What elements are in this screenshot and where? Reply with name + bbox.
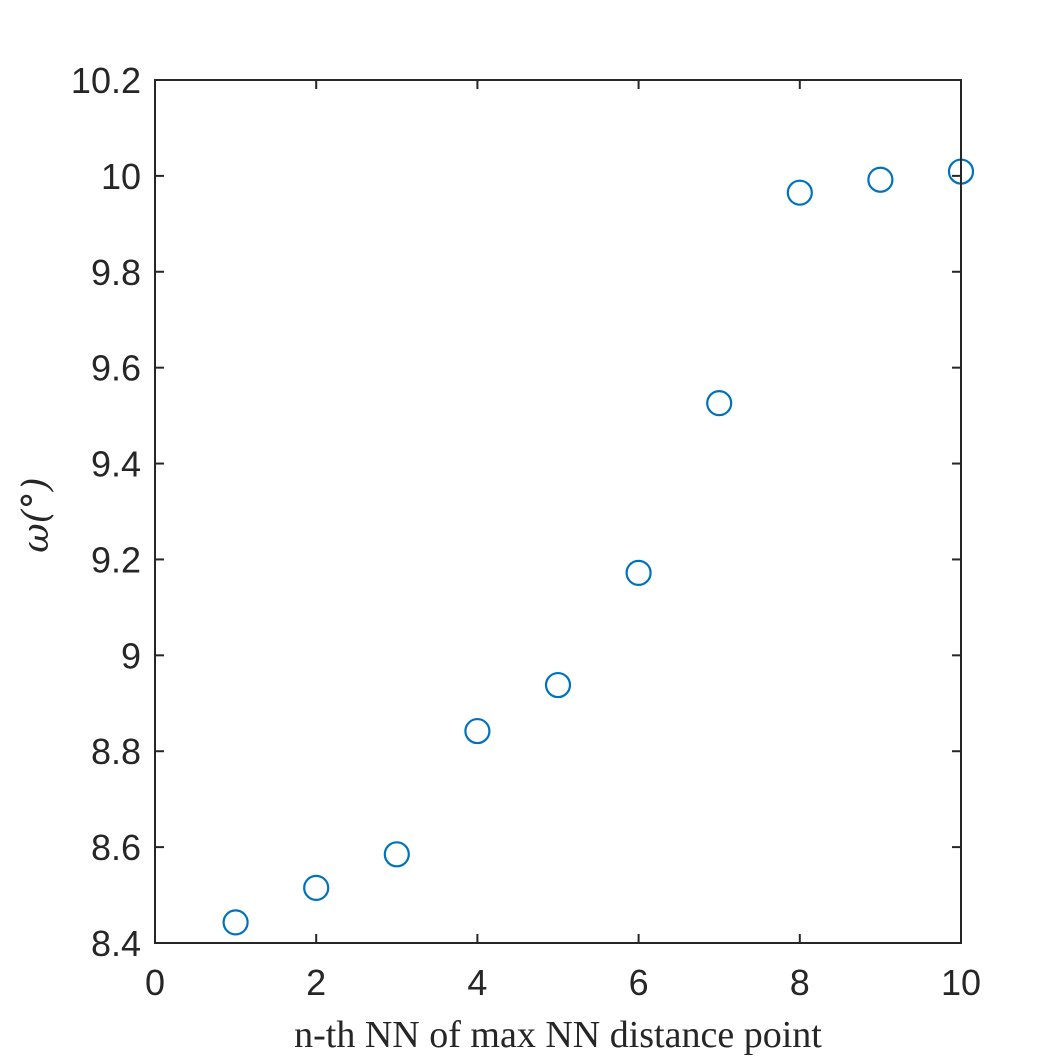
- x-tick-label: 4: [467, 962, 487, 1003]
- x-tick-label: 6: [629, 962, 649, 1003]
- ticks-layer: 0 2 4 6 8 10 8.4 8.6 8.8 9 9.2 9.4 9.6 9.8 10 10.2: [71, 60, 981, 1003]
- x-axis-label: n-th NN of max NN distance point: [294, 1014, 822, 1056]
- points-layer: [222, 158, 975, 936]
- y-tick-label: 9.4: [91, 444, 141, 485]
- x-tick-label: 2: [306, 962, 326, 1003]
- y-tick-label: 8.6: [91, 827, 141, 868]
- data-point: [867, 166, 894, 193]
- data-point: [303, 874, 330, 901]
- x-tick-label: 0: [145, 962, 165, 1003]
- data-point: [544, 671, 572, 699]
- plot-frame: [154, 79, 962, 944]
- y-tick-label: 10: [101, 156, 141, 197]
- x-tick-label: 8: [790, 962, 810, 1003]
- y-axis-label: ω(°): [16, 477, 57, 552]
- data-point: [464, 717, 491, 745]
- x-tick-label: 10: [941, 962, 981, 1003]
- y-tick-label: 10.2: [71, 60, 141, 101]
- data-point: [383, 841, 410, 868]
- data-point: [222, 909, 249, 936]
- y-tick-label: 9.6: [91, 348, 141, 389]
- y-tick-label: 9.8: [91, 252, 141, 293]
- y-tick-label: 8.8: [91, 731, 141, 772]
- y-tick-label: 8.4: [91, 923, 141, 964]
- data-point: [786, 179, 813, 206]
- data-point: [706, 390, 733, 417]
- y-tick-label: 9.2: [91, 539, 141, 580]
- y-tick-label: 9: [121, 635, 141, 676]
- plot-background: [155, 80, 961, 943]
- data-point: [625, 559, 652, 586]
